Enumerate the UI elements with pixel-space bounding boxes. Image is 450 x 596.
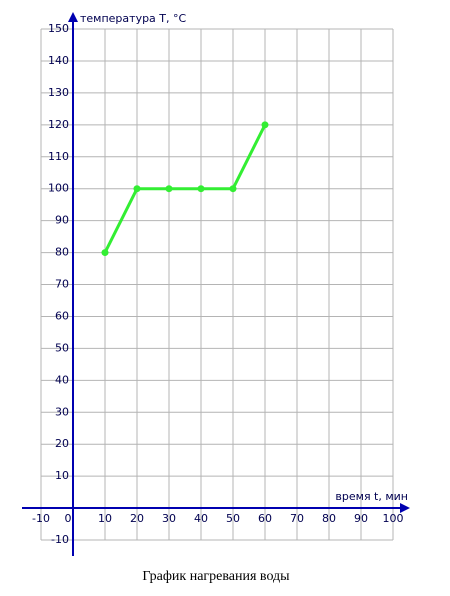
y-tick-label: 110 [48, 150, 69, 163]
y-tick-label: 30 [55, 405, 69, 418]
y-tick-label: 70 [55, 278, 69, 291]
x-tick-label: 100 [383, 512, 404, 525]
x-tick-label: -10 [32, 512, 50, 525]
y-tick-label: 20 [55, 437, 69, 450]
y-tick-label: 10 [55, 469, 69, 482]
data-point [101, 249, 109, 257]
y-tick-label: -10 [51, 533, 69, 546]
x-tick-label: 40 [194, 512, 208, 525]
y-axis-label: температура T, °C [80, 12, 187, 25]
y-tick-label: 120 [48, 118, 69, 131]
data-point [229, 185, 237, 193]
chart-title: График нагревания воды [142, 569, 290, 584]
x-tick-label: 50 [226, 512, 240, 525]
x-tick-label: 0 [65, 512, 72, 525]
y-tick-label: 90 [55, 214, 69, 227]
x-axis-label: время t, мин [335, 490, 408, 503]
data-point [165, 185, 173, 193]
y-tick-label: 150 [48, 22, 69, 35]
grid [40, 28, 394, 541]
data-line [103, 124, 267, 254]
x-tick-label: 60 [258, 512, 272, 525]
data-point [197, 185, 205, 193]
x-tick-label: 80 [322, 512, 336, 525]
x-tick-label: 90 [354, 512, 368, 525]
x-tick-label: 20 [130, 512, 144, 525]
y-tick-label: 80 [55, 246, 69, 259]
y-arrow [68, 12, 78, 22]
x-tick-label: 10 [98, 512, 112, 525]
y-tick-label: 140 [48, 54, 69, 67]
y-tick-label: 50 [55, 341, 69, 354]
y-tick-label: 100 [48, 182, 69, 195]
data-point [261, 121, 269, 129]
y-tick-label: 130 [48, 86, 69, 99]
x-tick-label: 30 [162, 512, 176, 525]
y-tick-label: 60 [55, 309, 69, 322]
x-tick-label: 70 [290, 512, 304, 525]
y-tick-label: 40 [55, 373, 69, 386]
x-arrow [400, 503, 410, 513]
data-point [133, 185, 141, 193]
